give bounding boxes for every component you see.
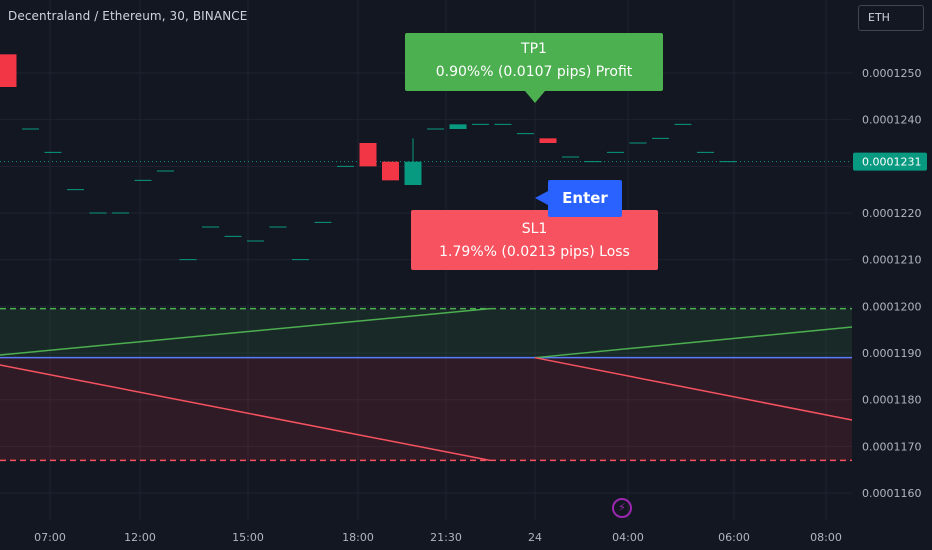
tp-trend-line-1 [0, 307, 491, 356]
candles [0, 54, 737, 261]
enter-label[interactable]: Enter [548, 180, 622, 217]
sl-trend-line-1 [0, 364, 491, 462]
time-tick-label: 08:00 [810, 531, 842, 544]
currency-badge[interactable]: ETH [858, 5, 924, 31]
tp-trend-line-2 [534, 326, 853, 359]
time-tick-label: 04:00 [612, 531, 644, 544]
lightning-bolt-icon[interactable]: ⚡ [612, 498, 632, 518]
stop-loss-label: SL1 1.79%% (0.0213 pips) Loss [411, 210, 658, 270]
loss-zone [0, 357, 852, 461]
sl-title: SL1 [521, 221, 548, 237]
position-zones [0, 161, 853, 462]
price-tick-label: 0.0001170 [862, 440, 922, 453]
price-tick-label: 0.0001240 [862, 114, 922, 127]
time-axis: 07:00 12:00 15:00 18:00 21:30 24 04:00 06:00 08:… [34, 531, 842, 544]
price-tick-label: 0.0001220 [862, 207, 922, 220]
price-tick-label: 0.0001250 [862, 67, 922, 80]
profit-zone [0, 308, 852, 358]
time-tick-label: 18:00 [342, 531, 374, 544]
price-tick-label: 0.0001190 [862, 347, 922, 360]
current-price-badge [853, 152, 927, 171]
price-axis: 0.00012500.00012400.00012300.00012200.00… [853, 67, 927, 500]
current-price-label: 0.0001231 [862, 156, 922, 169]
time-tick-label: 24 [528, 531, 542, 544]
candle-body [539, 138, 557, 144]
sl-trend-line-2 [534, 356, 853, 421]
candle-body [404, 161, 422, 186]
time-tick-label: 21:30 [430, 531, 462, 544]
symbol-title: Decentraland / Ethereum, 30, BINANCE [8, 9, 248, 23]
tp-detail: 0.90%% (0.0107 pips) Profit [435, 64, 633, 80]
tp-title: TP1 [521, 41, 547, 57]
enter-pointer [535, 191, 548, 205]
price-tick-label: 0.0001210 [862, 254, 922, 267]
time-tick-label: 15:00 [232, 531, 264, 544]
price-tick-label: 0.0001180 [862, 394, 922, 407]
price-tick-label: 0.0001160 [862, 487, 922, 500]
candle-body [382, 161, 399, 181]
candle-body [0, 54, 17, 88]
candle-body [359, 143, 377, 167]
time-tick-label: 07:00 [34, 531, 66, 544]
time-tick-label: 12:00 [124, 531, 156, 544]
take-profit-label: TP1 0.90%% (0.0107 pips) Profit [405, 33, 663, 91]
time-tick-label: 06:00 [718, 531, 750, 544]
sl-detail: 1.79%% (0.0213 pips) Loss [439, 244, 630, 260]
tp-pointer [525, 91, 545, 103]
candle-body [449, 124, 467, 130]
price-tick-label: 0.0001200 [862, 300, 922, 313]
